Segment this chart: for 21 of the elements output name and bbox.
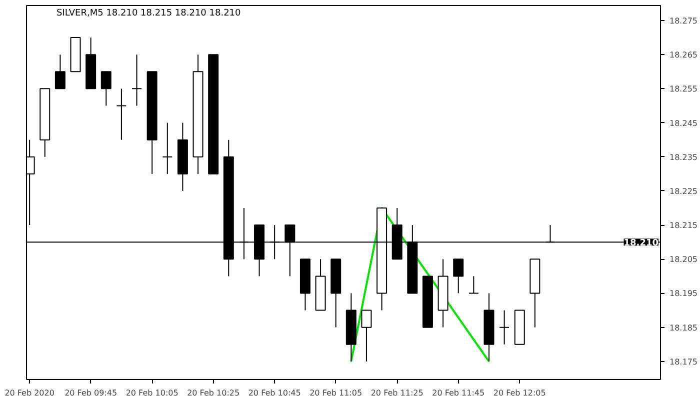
- y-tick-label: 18.205: [670, 255, 698, 264]
- y-tick-label: 18.195: [670, 289, 698, 298]
- y-tick-label: 18.175: [670, 357, 698, 366]
- y-tick-label: 18.255: [670, 84, 698, 94]
- x-tick-label: 20 Feb 10:05: [126, 388, 178, 398]
- y-tick-label: 18.275: [670, 16, 698, 26]
- y-tick-label: 18.245: [670, 118, 698, 128]
- x-tick-label: 20 Feb 09:45: [64, 388, 118, 398]
- x-tick-label: 20 Feb 10:45: [248, 388, 301, 398]
- x-tick-label: 20 Feb 11:05: [310, 388, 362, 398]
- y-tick-label: 18.265: [670, 50, 698, 60]
- y-tick-label: 18.235: [670, 152, 698, 162]
- y-tick-label: 18.185: [670, 323, 698, 332]
- x-tick-label: 20 Feb 10:25: [187, 388, 240, 398]
- y-tick-label: 18.225: [670, 186, 698, 196]
- x-tick-label: 20 Feb 11:25: [370, 388, 424, 398]
- y-tick-label: 18.215: [670, 221, 698, 230]
- x-tick-label: 20 Feb 12:05: [493, 388, 546, 398]
- x-tick-label: 20 Feb 11:45: [432, 388, 485, 398]
- chart-title: SILVER,M5 18.210 18.215 18.210 18.210: [56, 8, 242, 18]
- x-tick-label: 20 Feb 2020: [4, 388, 54, 398]
